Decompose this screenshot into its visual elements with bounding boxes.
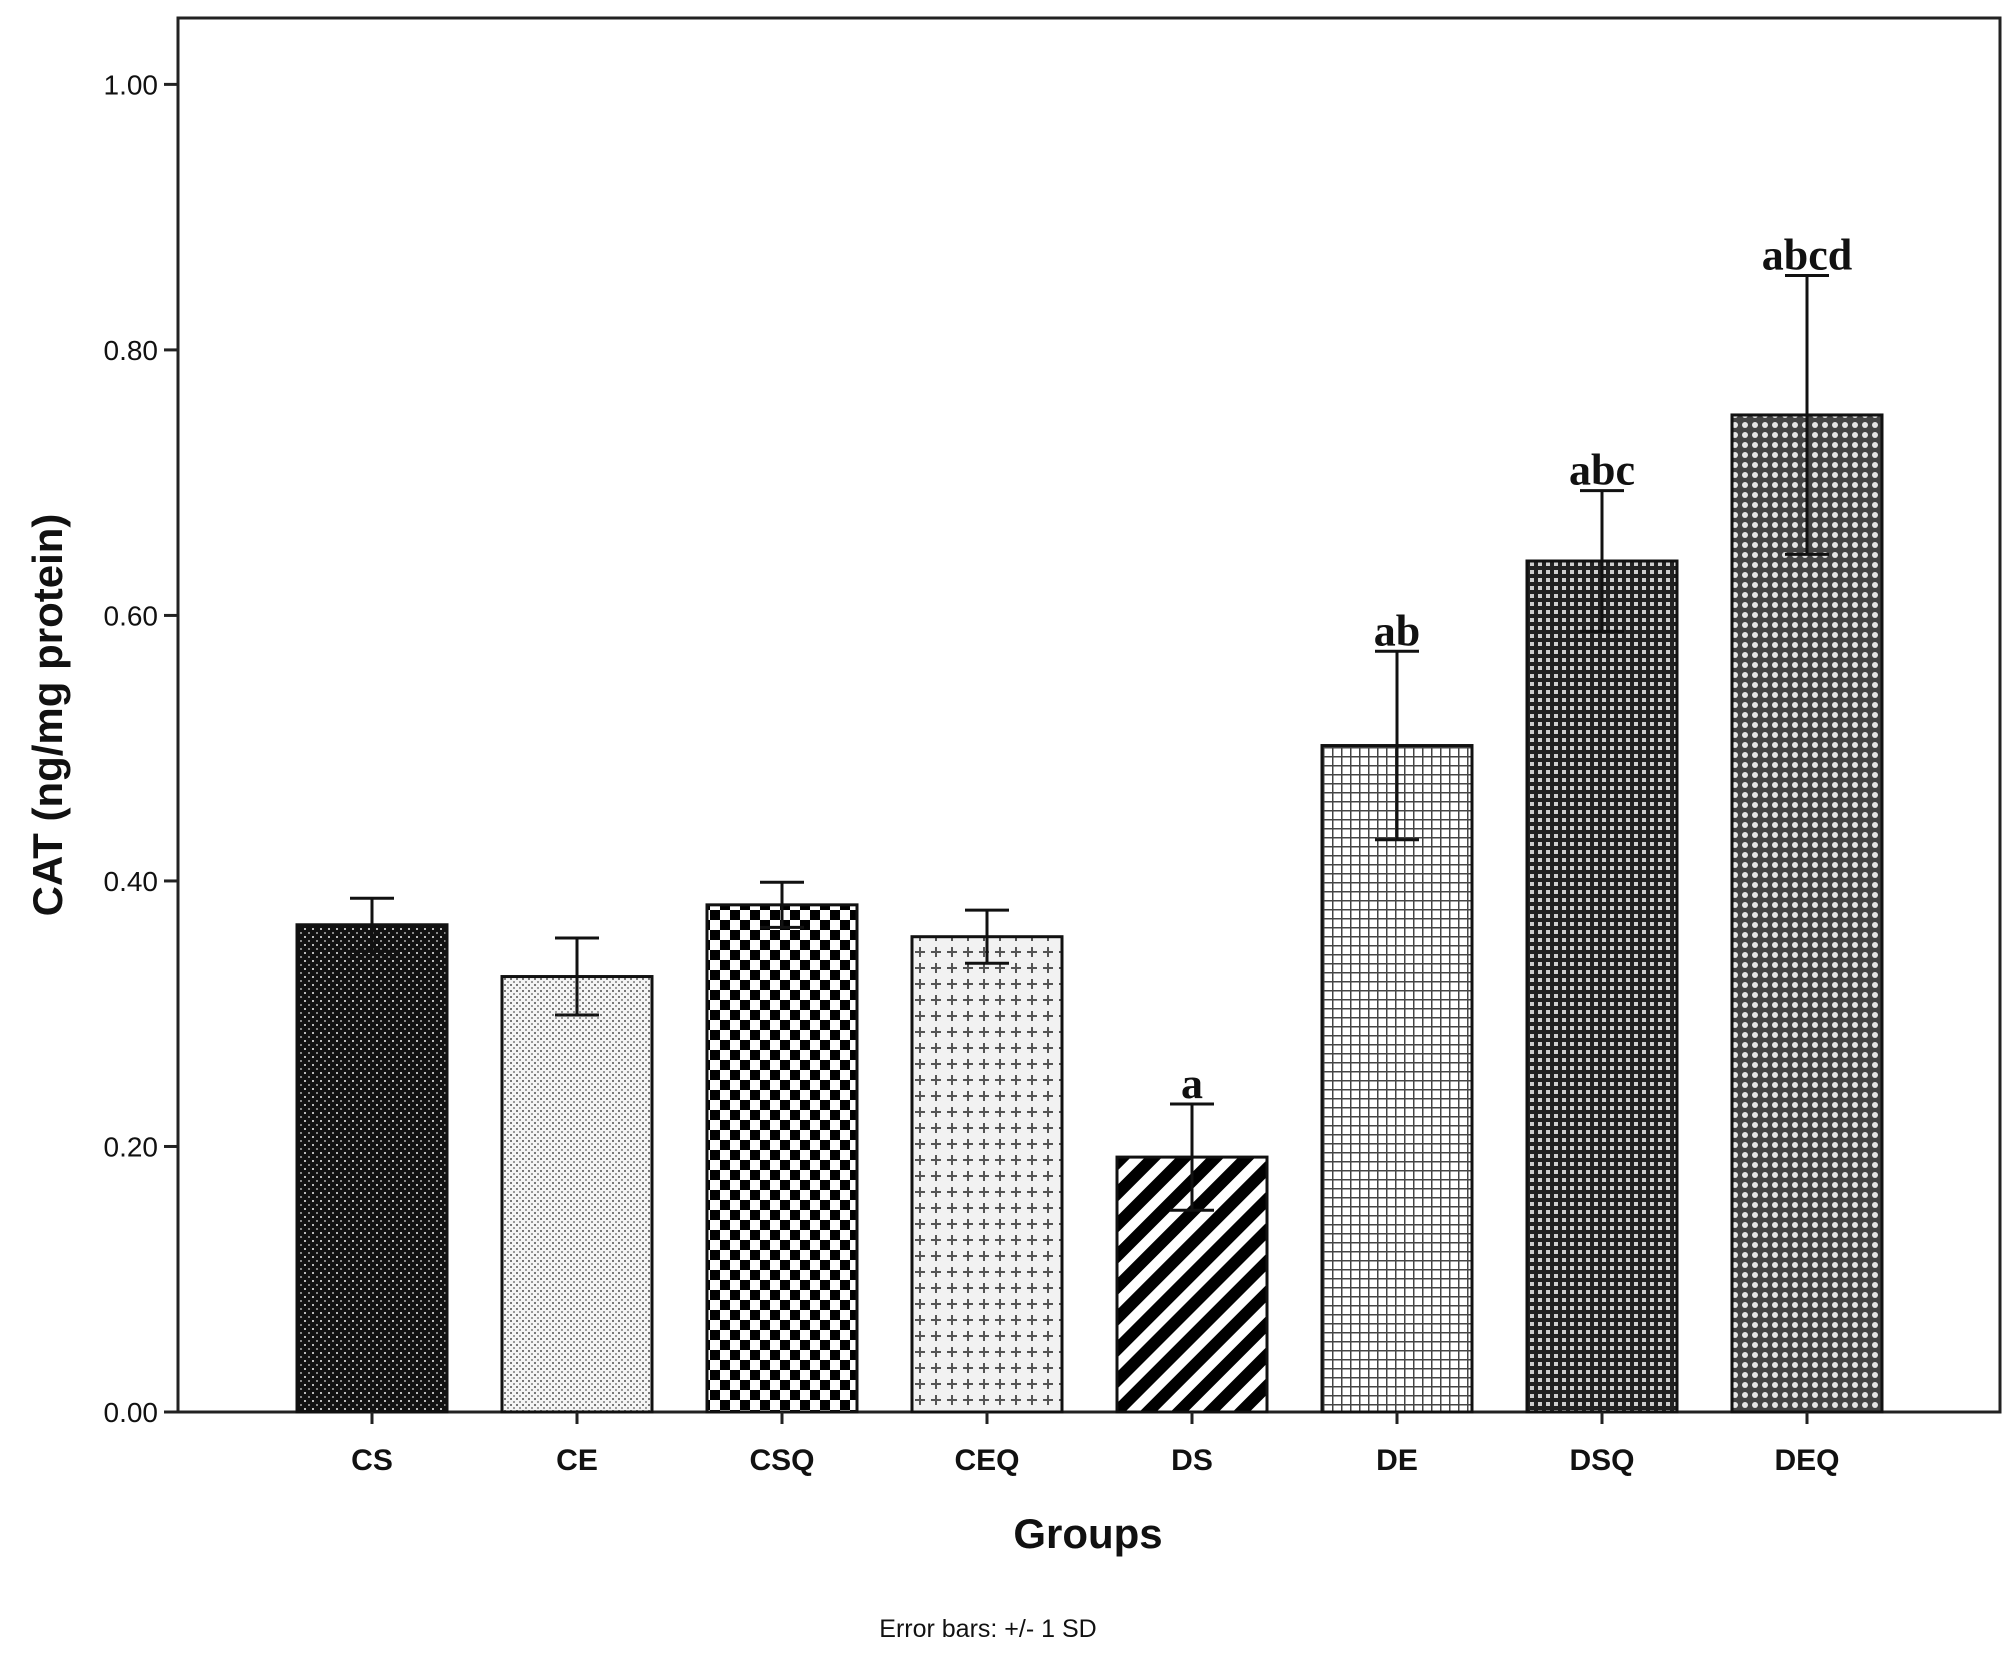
x-tick-label-csq: CSQ <box>749 1444 814 1477</box>
x-tick-label-de: DE <box>1376 1444 1418 1477</box>
bar-ceq <box>910 935 1064 1414</box>
plot-frame <box>176 16 2002 1414</box>
x-tick-label-ce: CE <box>556 1444 598 1477</box>
x-tick-label-ds: DS <box>1171 1444 1213 1477</box>
x-axis: CS CE CSQ CEQ DS DE DSQ DEQ <box>351 1412 1840 1477</box>
error-bars-group <box>350 274 1829 1212</box>
significance-label-deq: abcd <box>1762 231 1852 280</box>
y-tick-label: 1.00 <box>104 69 159 100</box>
x-tick-label-dsq: DSQ <box>1569 1444 1634 1477</box>
x-axis-title: Groups <box>1013 1510 1162 1557</box>
y-tick-label: 0.00 <box>104 1397 159 1428</box>
y-axis: 0.00 0.20 0.40 0.60 0.80 1.00 <box>104 69 178 1428</box>
significance-label-dsq: abc <box>1569 446 1635 495</box>
y-tick-label: 0.60 <box>104 600 159 631</box>
x-tick-label-ceq: CEQ <box>954 1444 1019 1477</box>
error-bars-footnote: Error bars: +/- 1 SD <box>879 1615 1096 1643</box>
bars-group <box>295 413 1884 1414</box>
bar-deq <box>1730 413 1884 1414</box>
y-tick-label: 0.80 <box>104 335 159 366</box>
bar-de <box>1320 744 1474 1414</box>
significance-label-ds: a <box>1181 1059 1203 1108</box>
y-tick-label: 0.20 <box>104 1131 159 1162</box>
bar-csq <box>705 903 859 1414</box>
x-tick-label-deq: DEQ <box>1774 1444 1839 1477</box>
bar-cs <box>295 923 449 1414</box>
y-tick-label: 0.40 <box>104 866 159 897</box>
bar-dsq <box>1525 559 1679 1414</box>
annotations-group: a ab abc abcd <box>1181 231 1852 1108</box>
x-tick-label-cs: CS <box>351 1444 393 1477</box>
y-axis-title: CAT (ng/mg protein) <box>24 514 71 917</box>
significance-label-de: ab <box>1374 606 1420 655</box>
bar-ce <box>500 975 654 1414</box>
